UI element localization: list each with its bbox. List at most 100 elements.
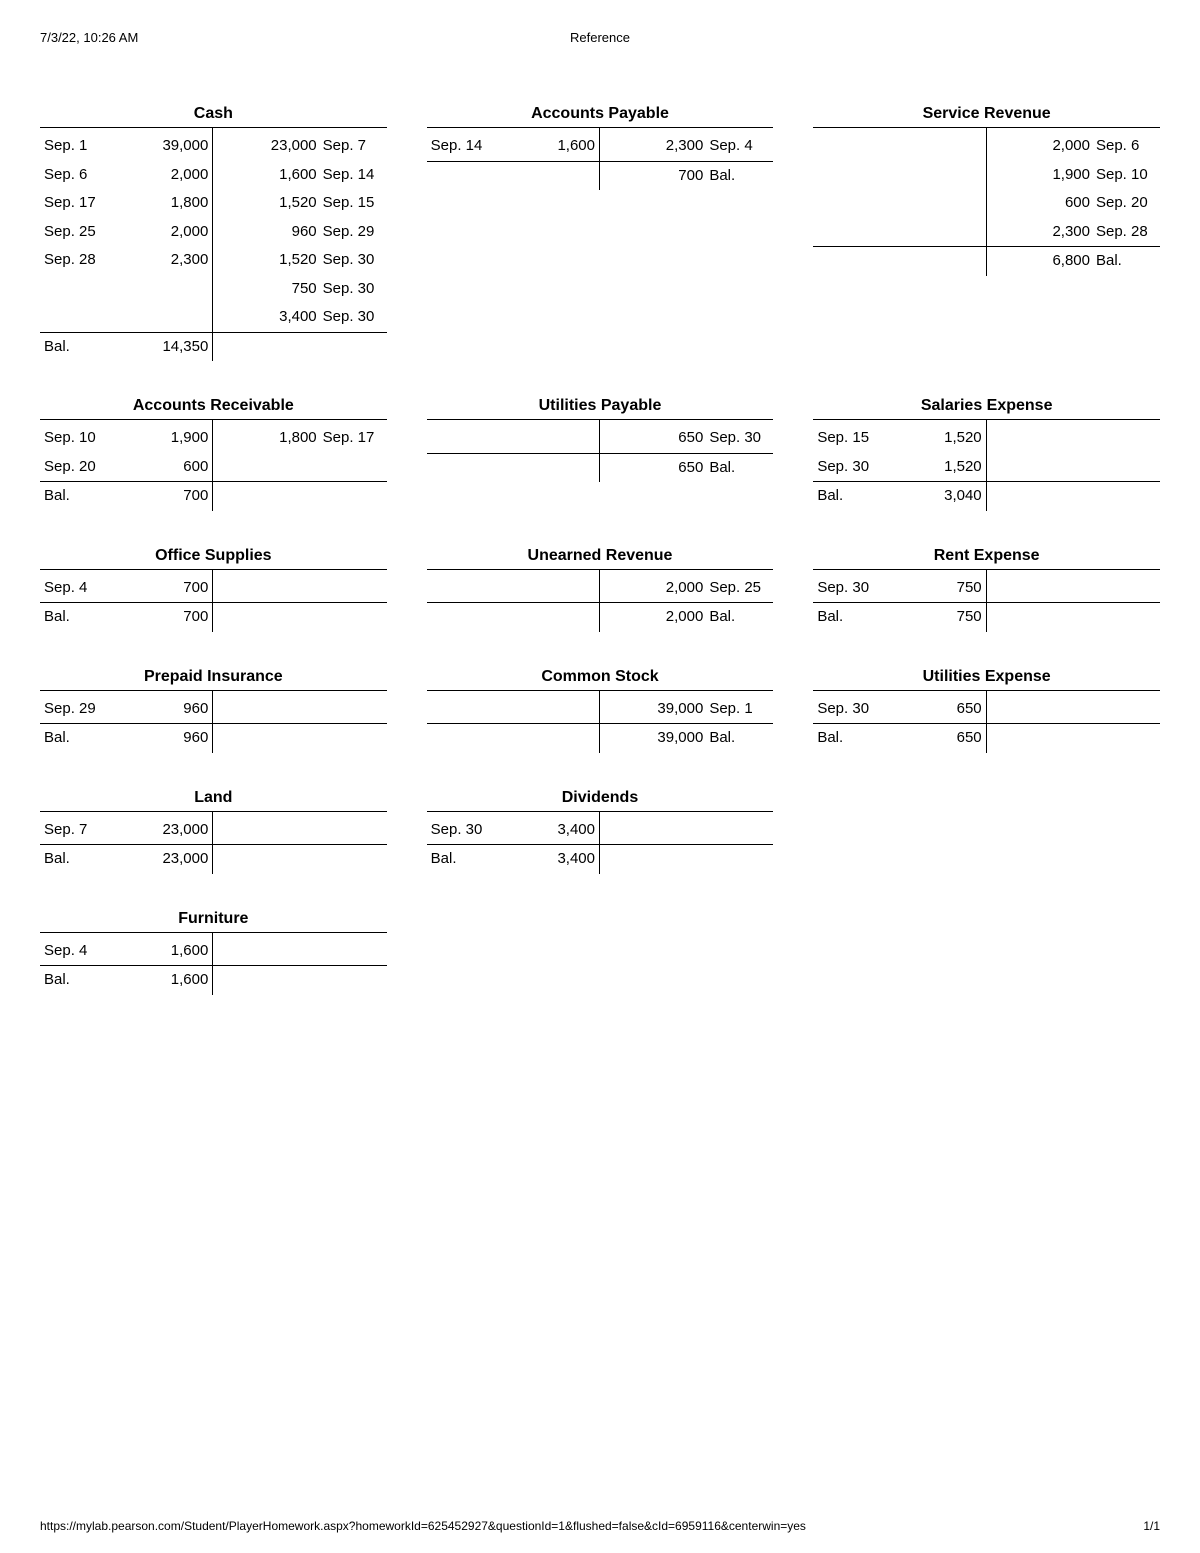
entry-date: Sep. 4 — [44, 937, 148, 966]
credit-row: 1,520Sep. 30 — [213, 246, 386, 275]
debit-row: Sep. 30650 — [813, 695, 985, 724]
entry-amount: 700 — [148, 574, 208, 603]
entry-amount: 1,520 — [217, 246, 322, 275]
balance-amount: 700 — [148, 603, 208, 632]
entry-amount: 1,600 — [148, 937, 208, 966]
entry-amount: 1,520 — [217, 189, 322, 218]
balance-label: Bal. — [817, 603, 921, 632]
entry-amount: 750 — [922, 574, 982, 603]
credit-row: 23,000Sep. 7 — [213, 132, 386, 161]
t-account-title: Accounts Receivable — [40, 397, 387, 420]
t-account-title: Utilities Payable — [427, 397, 774, 420]
t-account-title: Service Revenue — [813, 105, 1160, 128]
entry-amount: 960 — [217, 218, 322, 247]
entry-date: Sep. 28 — [1096, 218, 1156, 247]
entry-amount: 1,600 — [217, 161, 322, 190]
entry-date: Sep. 17 — [44, 189, 148, 218]
header-title: Reference — [413, 30, 786, 45]
entry-date: Sep. 30 — [323, 303, 383, 332]
balance-row: 700Bal. — [600, 161, 773, 191]
footer-url: https://mylab.pearson.com/Student/Player… — [40, 1519, 806, 1533]
debit-row: Sep. 282,300 — [40, 246, 212, 275]
credit-row: 750Sep. 30 — [213, 275, 386, 304]
entry-amount: 2,300 — [991, 218, 1096, 247]
credit-row: 600Sep. 20 — [987, 189, 1160, 218]
t-account-title: Cash — [40, 105, 387, 128]
balance-row: 650Bal. — [600, 453, 773, 483]
credit-row: 3,400Sep. 30 — [213, 303, 386, 332]
balance-amount: 700 — [148, 482, 208, 511]
entry-date: Sep. 14 — [431, 132, 535, 161]
credit-row — [213, 937, 386, 966]
debit-row: Sep. 62,000 — [40, 161, 212, 190]
credit-row — [987, 574, 1160, 603]
footer-page: 1/1 — [1143, 1519, 1160, 1533]
credit-row: 2,000Sep. 6 — [987, 132, 1160, 161]
debit-row: Sep. 41,600 — [40, 937, 212, 966]
entry-date: Sep. 30 — [817, 574, 921, 603]
t-account: Service Revenue 2,000Sep. 61,900Sep. 106… — [813, 105, 1160, 361]
t-account-title: Accounts Payable — [427, 105, 774, 128]
entry-date: Sep. 25 — [709, 574, 769, 603]
entry-date: Sep. 15 — [323, 189, 383, 218]
balance-row: 6,800Bal. — [987, 246, 1160, 276]
entry-date: Sep. 30 — [323, 246, 383, 275]
credit-row — [213, 574, 386, 603]
debit-row — [813, 189, 985, 218]
entry-amount: 600 — [148, 453, 208, 482]
debit-row — [813, 132, 985, 161]
balance-amount: 23,000 — [148, 845, 208, 874]
entry-amount: 2,000 — [991, 132, 1096, 161]
credit-row: 1,900Sep. 10 — [987, 161, 1160, 190]
debit-row: Sep. 171,800 — [40, 189, 212, 218]
entry-date: Sep. 7 — [44, 816, 148, 845]
credit-row — [987, 424, 1160, 453]
credit-row: 2,300Sep. 4 — [600, 132, 773, 161]
entry-date: Sep. 1 — [709, 695, 769, 724]
entry-amount: 650 — [604, 424, 709, 453]
entry-amount: 23,000 — [148, 816, 208, 845]
t-account: Salaries ExpenseSep. 151,520Sep. 301,520… — [813, 397, 1160, 511]
entry-date: Sep. 14 — [323, 161, 383, 190]
t-account: Unearned Revenue 2,000Sep. 252,000Bal. — [427, 547, 774, 632]
balance-row — [213, 965, 386, 995]
entry-date: Sep. 25 — [44, 218, 148, 247]
t-account: Prepaid InsuranceSep. 29960Bal.960 — [40, 668, 387, 753]
credit-row: 2,300Sep. 28 — [987, 218, 1160, 247]
entry-amount: 3,400 — [217, 303, 322, 332]
t-account: Rent ExpenseSep. 30750Bal.750 — [813, 547, 1160, 632]
t-account: Common Stock 39,000Sep. 139,000Bal. — [427, 668, 774, 753]
balance-row — [813, 246, 985, 276]
entry-amount: 39,000 — [604, 695, 709, 724]
entry-amount: 1,600 — [535, 132, 595, 161]
balance-row: Bal.3,040 — [813, 481, 985, 511]
debit-row — [813, 218, 985, 247]
balance-row: 39,000Bal. — [600, 723, 773, 753]
debit-row: Sep. 301,520 — [813, 453, 985, 482]
entry-date: Sep. 30 — [817, 453, 921, 482]
balance-label: Bal. — [709, 603, 769, 632]
t-account: DividendsSep. 303,400Bal.3,400 — [427, 789, 774, 874]
entry-date: Sep. 30 — [709, 424, 769, 453]
balance-label: Bal. — [709, 454, 769, 483]
balance-amount: 3,040 — [922, 482, 982, 511]
debit-row: Sep. 303,400 — [427, 816, 599, 845]
credit-row — [213, 695, 386, 724]
balance-row: Bal.14,350 — [40, 332, 212, 362]
page-header: 7/3/22, 10:26 AM Reference — [40, 30, 1160, 45]
credit-row — [987, 695, 1160, 724]
balance-row — [213, 602, 386, 632]
credit-row: 1,520Sep. 15 — [213, 189, 386, 218]
balance-row — [213, 844, 386, 874]
entry-date: Sep. 29 — [44, 695, 148, 724]
debit-row — [813, 161, 985, 190]
balance-row — [213, 481, 386, 511]
t-account-title: Rent Expense — [813, 547, 1160, 570]
entry-date: Sep. 28 — [44, 246, 148, 275]
balance-label: Bal. — [709, 724, 769, 753]
balance-amount: 3,400 — [535, 845, 595, 874]
debit-row: Sep. 141,600 — [427, 132, 599, 161]
balance-label: Bal. — [431, 845, 535, 874]
entry-amount: 2,000 — [148, 218, 208, 247]
balance-row — [427, 723, 599, 753]
